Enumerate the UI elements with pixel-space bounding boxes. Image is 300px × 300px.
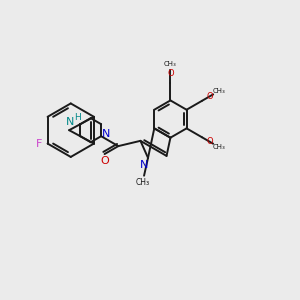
- Text: O: O: [206, 92, 213, 101]
- Text: CH₃: CH₃: [213, 88, 226, 94]
- Text: F: F: [35, 139, 42, 148]
- Text: CH₃: CH₃: [136, 178, 150, 187]
- Text: O: O: [100, 156, 109, 166]
- Text: N: N: [102, 129, 110, 139]
- Text: N: N: [140, 160, 148, 170]
- Text: CH₃: CH₃: [164, 61, 177, 67]
- Text: O: O: [167, 69, 174, 78]
- Text: O: O: [206, 137, 213, 146]
- Text: H: H: [74, 113, 80, 122]
- Text: N: N: [66, 117, 74, 127]
- Text: CH₃: CH₃: [213, 144, 226, 150]
